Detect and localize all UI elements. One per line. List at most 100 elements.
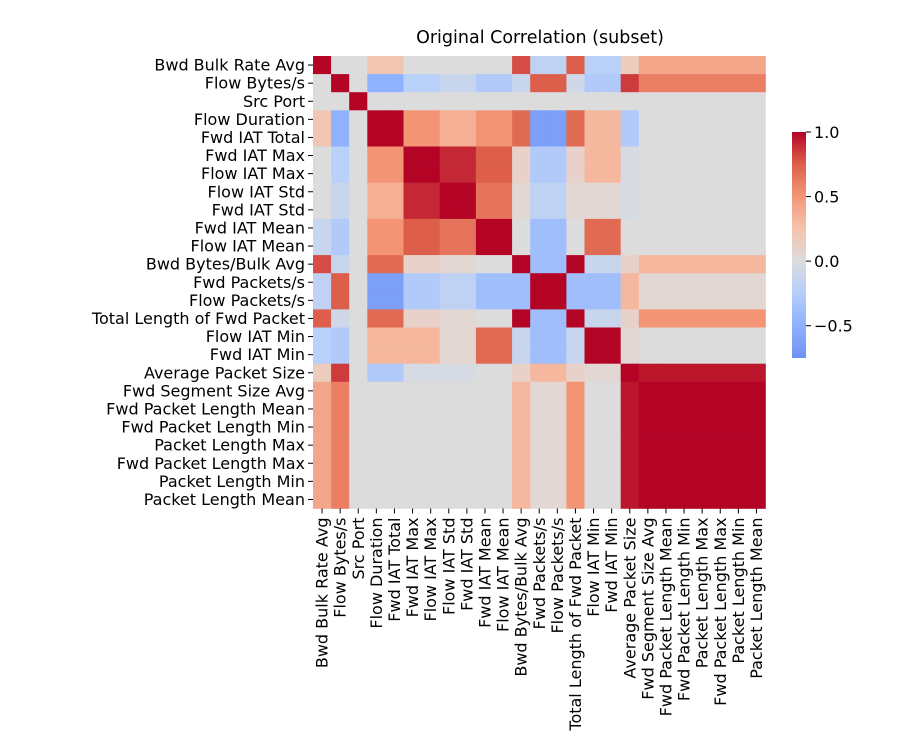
heatmap-cell bbox=[421, 92, 440, 111]
heatmap-cell bbox=[494, 218, 513, 238]
heatmap-cell bbox=[475, 309, 495, 328]
heatmap-cell bbox=[693, 345, 712, 364]
heatmap-cell bbox=[494, 399, 513, 419]
heatmap-cell bbox=[729, 56, 748, 75]
heatmap-cell bbox=[711, 454, 730, 473]
heatmap-cell bbox=[602, 128, 621, 147]
heatmap-cell bbox=[457, 56, 477, 75]
heatmap-cell bbox=[620, 56, 640, 75]
heatmap-cell bbox=[530, 309, 549, 328]
heatmap-cell bbox=[349, 490, 368, 509]
heatmap-cell bbox=[638, 255, 658, 274]
heatmap-cell bbox=[367, 418, 386, 437]
heatmap-cell bbox=[602, 237, 621, 256]
heatmap-cell bbox=[403, 164, 422, 183]
heatmap-cell bbox=[602, 200, 621, 220]
heatmap-cell bbox=[439, 454, 459, 473]
heatmap-cell bbox=[494, 128, 513, 147]
heatmap-cell bbox=[747, 164, 766, 183]
heatmap-cell bbox=[385, 218, 404, 238]
heatmap-cell bbox=[530, 255, 549, 274]
heatmap-cell bbox=[349, 182, 368, 202]
heatmap-cell bbox=[331, 345, 350, 364]
x-tick-label: Average Packet Size bbox=[620, 518, 639, 679]
heatmap-cell bbox=[620, 255, 640, 274]
heatmap-cell bbox=[675, 291, 694, 310]
heatmap-cell bbox=[349, 237, 368, 256]
heatmap-cell bbox=[729, 273, 748, 292]
heatmap-cell bbox=[530, 56, 549, 75]
heatmap-cell bbox=[584, 273, 603, 292]
heatmap-cell bbox=[729, 381, 748, 401]
heatmap-cell bbox=[566, 472, 585, 491]
heatmap-cell bbox=[675, 436, 694, 455]
heatmap-cell bbox=[656, 327, 676, 346]
heatmap-cell bbox=[530, 182, 549, 202]
heatmap-cell bbox=[711, 363, 730, 383]
heatmap-cell bbox=[747, 327, 766, 346]
x-tick-label: Flow Bytes/s bbox=[331, 518, 350, 618]
heatmap-cell bbox=[602, 418, 621, 437]
heatmap-cell bbox=[566, 218, 585, 238]
heatmap-cell bbox=[693, 110, 712, 129]
heatmap-cell bbox=[475, 110, 495, 129]
heatmap-cell bbox=[729, 146, 748, 165]
heatmap-cell bbox=[494, 291, 513, 310]
heatmap-cell bbox=[331, 200, 350, 220]
heatmap-cells bbox=[313, 56, 766, 509]
heatmap-cell bbox=[385, 327, 404, 346]
heatmap-cell bbox=[385, 200, 404, 220]
heatmap-cell bbox=[638, 399, 658, 419]
heatmap-cell bbox=[711, 436, 730, 455]
heatmap-cell bbox=[530, 454, 549, 473]
y-tick-label: Bwd Bytes/Bulk Avg bbox=[146, 255, 305, 274]
heatmap-cell bbox=[693, 182, 712, 202]
heatmap-cell bbox=[729, 164, 748, 183]
heatmap-cell bbox=[620, 345, 640, 364]
heatmap-cell bbox=[548, 436, 567, 455]
heatmap-cell bbox=[638, 418, 658, 437]
heatmap-cell bbox=[656, 128, 676, 147]
heatmap-cell bbox=[566, 345, 585, 364]
heatmap-cell bbox=[747, 345, 766, 364]
heatmap-cell bbox=[747, 436, 766, 455]
heatmap-cell bbox=[693, 363, 712, 383]
heatmap-cell bbox=[656, 164, 676, 183]
heatmap-cell bbox=[530, 418, 549, 437]
heatmap-cell bbox=[584, 291, 603, 310]
heatmap-cell bbox=[403, 146, 422, 165]
heatmap-cell bbox=[475, 472, 495, 491]
heatmap-cell bbox=[729, 255, 748, 274]
heatmap-cell bbox=[747, 291, 766, 310]
heatmap-cell bbox=[602, 92, 621, 111]
x-axis-labels: Bwd Bulk Rate Avg Flow Bytes/s Src Port Flo… bbox=[313, 508, 766, 732]
heatmap-cell bbox=[566, 436, 585, 455]
heatmap-cell bbox=[313, 218, 332, 238]
heatmap-cell bbox=[367, 128, 386, 147]
heatmap-cell bbox=[675, 200, 694, 220]
heatmap-cell bbox=[313, 182, 332, 202]
heatmap-cell bbox=[475, 454, 495, 473]
heatmap-cell bbox=[602, 327, 621, 346]
heatmap-cell bbox=[457, 92, 477, 111]
y-tick-label: Average Packet Size bbox=[144, 363, 305, 382]
heatmap-cell bbox=[331, 418, 350, 437]
heatmap-cell bbox=[421, 128, 440, 147]
heatmap-cell bbox=[421, 436, 440, 455]
heatmap-cell bbox=[403, 454, 422, 473]
heatmap-cell bbox=[638, 345, 658, 364]
heatmap-cell bbox=[711, 399, 730, 419]
y-tick-label: Flow Bytes/s bbox=[205, 74, 305, 93]
heatmap-cell bbox=[548, 218, 567, 238]
y-tick-label: Fwd Packet Length Max bbox=[117, 454, 305, 473]
heatmap-cell bbox=[620, 454, 640, 473]
heatmap-cell bbox=[693, 291, 712, 310]
heatmap-cell bbox=[693, 381, 712, 401]
heatmap-cell bbox=[331, 327, 350, 346]
heatmap-cell bbox=[331, 472, 350, 491]
heatmap-cell bbox=[439, 309, 459, 328]
heatmap-cell bbox=[313, 273, 332, 292]
heatmap-cell bbox=[530, 327, 549, 346]
heatmap-cell bbox=[494, 164, 513, 183]
heatmap-cell bbox=[349, 273, 368, 292]
